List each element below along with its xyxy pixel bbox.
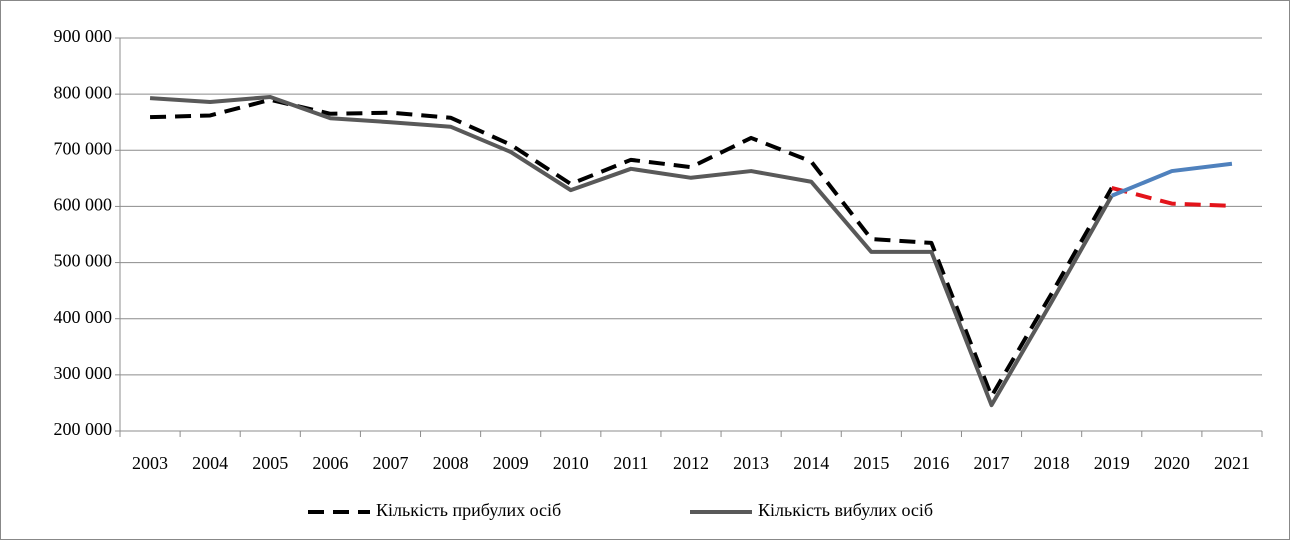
x-tick-label: 2007 <box>372 453 408 473</box>
y-tick-label: 200 000 <box>54 419 113 439</box>
x-tick-label: 2016 <box>913 453 949 473</box>
y-tick-label: 700 000 <box>54 138 113 158</box>
x-tick-label: 2019 <box>1094 453 1130 473</box>
x-tick-label: 2020 <box>1154 453 1190 473</box>
x-tick-label: 2012 <box>673 453 709 473</box>
y-tick-label: 600 000 <box>54 195 113 215</box>
x-tick-label: 2015 <box>853 453 889 473</box>
x-tick-label: 2004 <box>192 453 228 473</box>
y-tick-label: 900 000 <box>54 26 113 46</box>
x-tick-label: 2017 <box>974 453 1010 473</box>
x-tick-label: 2010 <box>553 453 589 473</box>
x-tick-label: 2014 <box>793 453 829 473</box>
legend-label: Кількість прибулих осіб <box>376 500 561 520</box>
x-tick-label: 2011 <box>613 453 648 473</box>
x-tick-label: 2021 <box>1214 453 1250 473</box>
x-tick-label: 2005 <box>252 453 288 473</box>
x-tick-label: 2003 <box>132 453 168 473</box>
x-tick-label: 2009 <box>493 453 529 473</box>
x-tick-label: 2018 <box>1034 453 1070 473</box>
y-tick-label: 300 000 <box>54 363 113 383</box>
y-tick-label: 400 000 <box>54 307 113 327</box>
legend-label: Кількість вибулих осіб <box>758 500 933 520</box>
x-tick-label: 2006 <box>312 453 348 473</box>
y-tick-label: 500 000 <box>54 251 113 271</box>
x-tick-label: 2008 <box>433 453 469 473</box>
line <box>149 94 1114 408</box>
forecast-line <box>1111 185 1233 208</box>
forecast-line <box>1110 161 1233 198</box>
y-tick-label: 800 000 <box>54 82 113 102</box>
x-tick-label: 2013 <box>733 453 769 473</box>
